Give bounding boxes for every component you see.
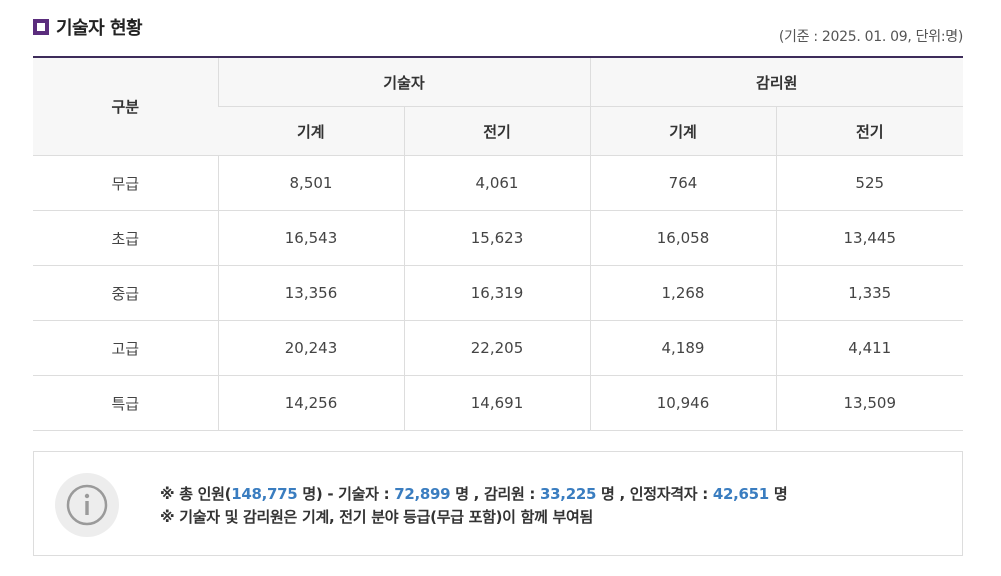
table-cell: 16,543: [217, 210, 404, 266]
table-row: 특급 14,256 14,691 10,946 13,509: [33, 375, 963, 431]
table-cell: 22,205: [403, 320, 590, 376]
table-cell: 8,501: [217, 155, 404, 211]
engineer-status-table: 구분 기술자 감리원 기계 전기 기계 전기 무급 8,501 4,061 76…: [33, 56, 963, 431]
table-row: 고급 20,243 22,205 4,189 4,411: [33, 320, 963, 376]
info-note-line: ※ 기술자 및 감리원은 기계, 전기 분야 등급(무급 포함)이 함께 부여됨: [160, 508, 594, 526]
row-label: 고급: [33, 320, 218, 376]
table-cell: 13,445: [775, 210, 963, 266]
table-row: 무급 8,501 4,061 764 525: [33, 155, 963, 211]
table-row: 중급 13,356 16,319 1,268 1,335: [33, 265, 963, 321]
base-date-note: (기준 : 2025. 01. 09, 단위:명): [778, 29, 963, 45]
table-row: 초급 16,543 15,623 16,058 13,445: [33, 210, 963, 266]
column-header-category: 구분: [33, 57, 218, 156]
square-bullet-icon: [33, 19, 49, 35]
row-label: 초급: [33, 210, 218, 266]
subheader-engineer-mechanical: 기계: [218, 106, 404, 156]
info-summary-line: ※ 총 인원(148,775 명) - 기술자 : 72,899 명 , 감리원…: [160, 485, 788, 503]
table-cell: 525: [775, 155, 963, 211]
table-cell: 15,623: [403, 210, 590, 266]
subheader-supervisor-mechanical: 기계: [589, 106, 776, 156]
subheader-engineer-electrical: 전기: [403, 106, 590, 156]
row-label: 무급: [33, 155, 218, 211]
table-cell: 14,691: [403, 375, 590, 431]
table-cell: 13,509: [775, 375, 963, 431]
table-cell: 20,243: [217, 320, 404, 376]
table-cell: 4,411: [775, 320, 963, 376]
table-cell: 4,061: [403, 155, 590, 211]
supervisor-count: 33,225: [540, 485, 597, 503]
group-header-engineers: 기술자: [217, 57, 590, 107]
table-cell: 16,058: [589, 210, 776, 266]
table-cell: 1,335: [775, 265, 963, 321]
table-cell: 764: [589, 155, 776, 211]
info-box: ※ 총 인원(148,775 명) - 기술자 : 72,899 명 , 감리원…: [33, 451, 963, 556]
group-header-supervisors: 감리원: [589, 57, 963, 107]
table-cell: 1,268: [589, 265, 776, 321]
engineer-count: 72,899: [394, 485, 451, 503]
table-cell: 14,256: [217, 375, 404, 431]
section-title: 기술자 현황: [33, 14, 143, 40]
certified-count: 42,651: [712, 485, 769, 503]
table-cell: 16,319: [403, 265, 590, 321]
page-title: 기술자 현황: [56, 18, 143, 39]
subheader-supervisor-electrical: 전기: [775, 106, 963, 156]
row-label: 중급: [33, 265, 218, 321]
table-cell: 10,946: [589, 375, 776, 431]
table-cell: 4,189: [589, 320, 776, 376]
total-count: 148,775: [231, 485, 298, 503]
row-label: 특급: [33, 375, 218, 431]
table-cell: 13,356: [217, 265, 404, 321]
info-icon: [55, 473, 119, 537]
